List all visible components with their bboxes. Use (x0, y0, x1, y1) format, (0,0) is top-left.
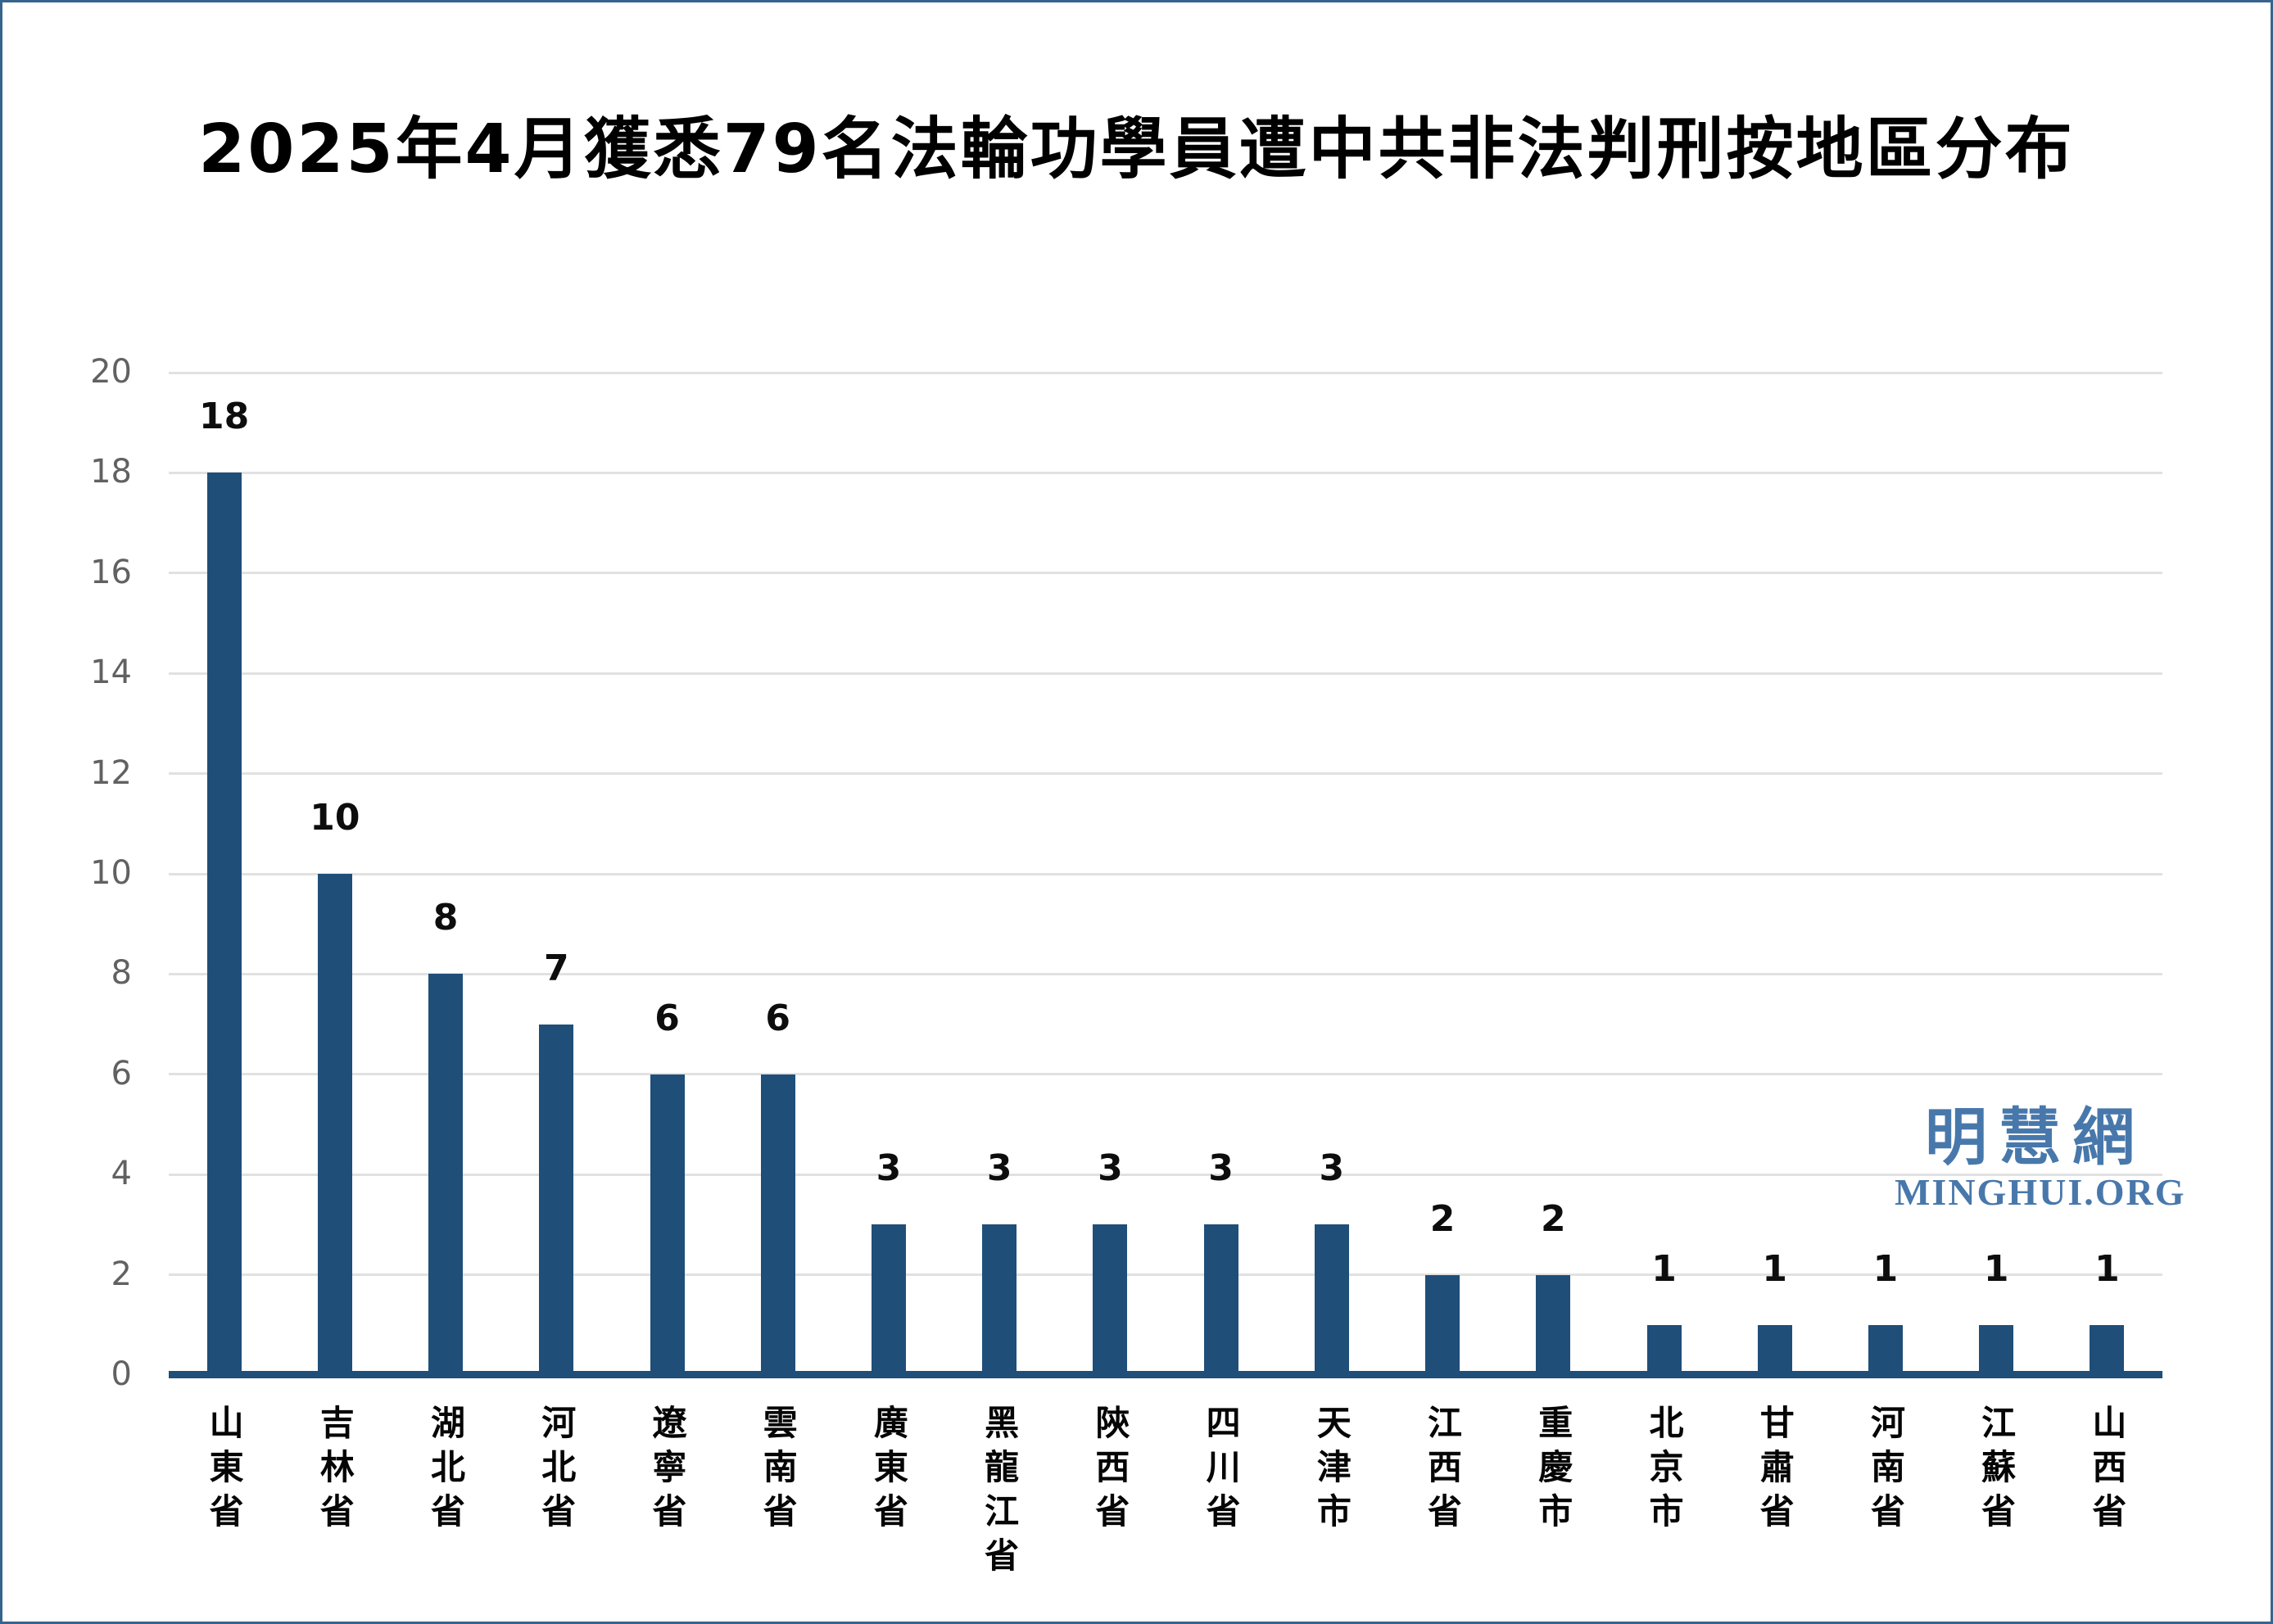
bar-9 (1093, 1224, 1128, 1375)
x-tick-label: 甘肅省 (1755, 1405, 1795, 1537)
bar-value-label: 1 (1872, 1247, 1899, 1290)
bar-value-label: 18 (198, 396, 250, 438)
bar-value-label: 1 (1651, 1247, 1677, 1290)
y-tick-label: 18 (90, 453, 132, 491)
bar-12 (1425, 1274, 1460, 1375)
bar-6 (760, 1074, 795, 1375)
gridline (169, 1173, 2162, 1176)
y-tick-label: 2 (111, 1255, 132, 1293)
gridline (169, 471, 2162, 474)
x-tick-label: 天津市 (1311, 1405, 1352, 1537)
bar-value-label: 10 (310, 797, 360, 839)
bar-2 (317, 874, 352, 1375)
x-tick-label: 江蘇省 (1976, 1405, 2017, 1537)
x-tick-label: 遼寧省 (647, 1405, 687, 1537)
bar-value-label: 2 (1429, 1197, 1456, 1240)
x-tick-label: 四川省 (1201, 1405, 1242, 1537)
x-tick-label: 山西省 (2086, 1405, 2127, 1537)
bar-value-label: 1 (1762, 1247, 1788, 1290)
gridline (169, 772, 2162, 776)
bar-16 (1868, 1324, 1903, 1375)
bar-value-label: 3 (1098, 1147, 1123, 1190)
x-tick-label: 河北省 (536, 1405, 577, 1537)
gridline (169, 972, 2162, 975)
bar-10 (1203, 1224, 1238, 1375)
bar-11 (1314, 1224, 1349, 1375)
y-tick-label: 14 (90, 654, 132, 692)
y-tick-label: 12 (90, 753, 132, 792)
minghui-watermark: 明慧網 MINGHUI.ORG (1895, 1106, 2186, 1213)
bar-7 (871, 1224, 906, 1375)
y-tick-label: 20 (90, 353, 132, 391)
bar-8 (982, 1224, 1017, 1375)
x-tick-label: 吉林省 (315, 1405, 355, 1537)
x-tick-label: 雲南省 (758, 1405, 799, 1537)
bar-value-label: 8 (432, 897, 459, 939)
y-tick-label: 16 (90, 553, 132, 591)
bar-3 (428, 974, 464, 1375)
y-tick-label: 4 (111, 1155, 132, 1193)
bar-13 (1536, 1274, 1571, 1375)
bar-15 (1757, 1324, 1792, 1375)
bar-chart-plot-area: 0 2 4 6 8 10 12 14 16 18 20 18 10 8 7 6 6 3 3 3 3 3 2 2 1 1 1 1 1 山… (90, 355, 2162, 1581)
bar-value-label: 3 (876, 1147, 902, 1190)
bar-value-label: 2 (1540, 1197, 1566, 1240)
x-tick-label: 陝西省 (1089, 1405, 1130, 1537)
bar-4 (539, 1024, 574, 1375)
x-tick-label: 江西省 (1422, 1405, 1463, 1537)
bar-value-label: 7 (543, 947, 569, 989)
x-tick-label: 山東省 (204, 1405, 245, 1537)
y-tick-label: 10 (90, 854, 132, 893)
gridline (169, 572, 2162, 575)
gridline (169, 371, 2162, 374)
x-tick-label: 重慶市 (1533, 1405, 1573, 1537)
watermark-latin-logo: MINGHUI.ORG (1895, 1171, 2186, 1213)
bar-value-label: 3 (1319, 1147, 1345, 1190)
bar-value-label: 1 (2094, 1247, 2120, 1290)
x-tick-label: 北京市 (1644, 1405, 1684, 1537)
y-tick-label: 8 (111, 954, 132, 993)
x-tick-label: 廣東省 (868, 1405, 909, 1537)
bar-value-label: 3 (1208, 1147, 1234, 1190)
bar-value-label: 6 (765, 997, 791, 1039)
x-tick-label: 湖北省 (425, 1405, 466, 1537)
x-tick-label: 河南省 (1865, 1405, 1906, 1537)
x-tick-label: 黑龍江省 (979, 1405, 1020, 1581)
gridline (169, 872, 2162, 875)
bar-18 (2090, 1324, 2125, 1375)
bar-value-label: 1 (1983, 1247, 2009, 1290)
gridline (169, 1273, 2162, 1277)
bar-value-label: 3 (986, 1147, 1012, 1190)
x-axis-line (169, 1371, 2162, 1378)
gridline (169, 672, 2162, 675)
y-tick-label: 0 (111, 1355, 132, 1394)
bar-1 (206, 473, 242, 1375)
bar-5 (650, 1074, 685, 1375)
chart-title: 2025年4月獲悉79名法輪功學員遭中共非法判刑按地區分布 (198, 111, 2075, 188)
watermark-cjk-logo: 明慧網 (1925, 1101, 2146, 1174)
y-tick-label: 6 (111, 1054, 132, 1092)
bar-14 (1646, 1324, 1682, 1375)
gridline (169, 1073, 2162, 1076)
bar-17 (1979, 1324, 2014, 1375)
bar-value-label: 6 (654, 997, 680, 1039)
